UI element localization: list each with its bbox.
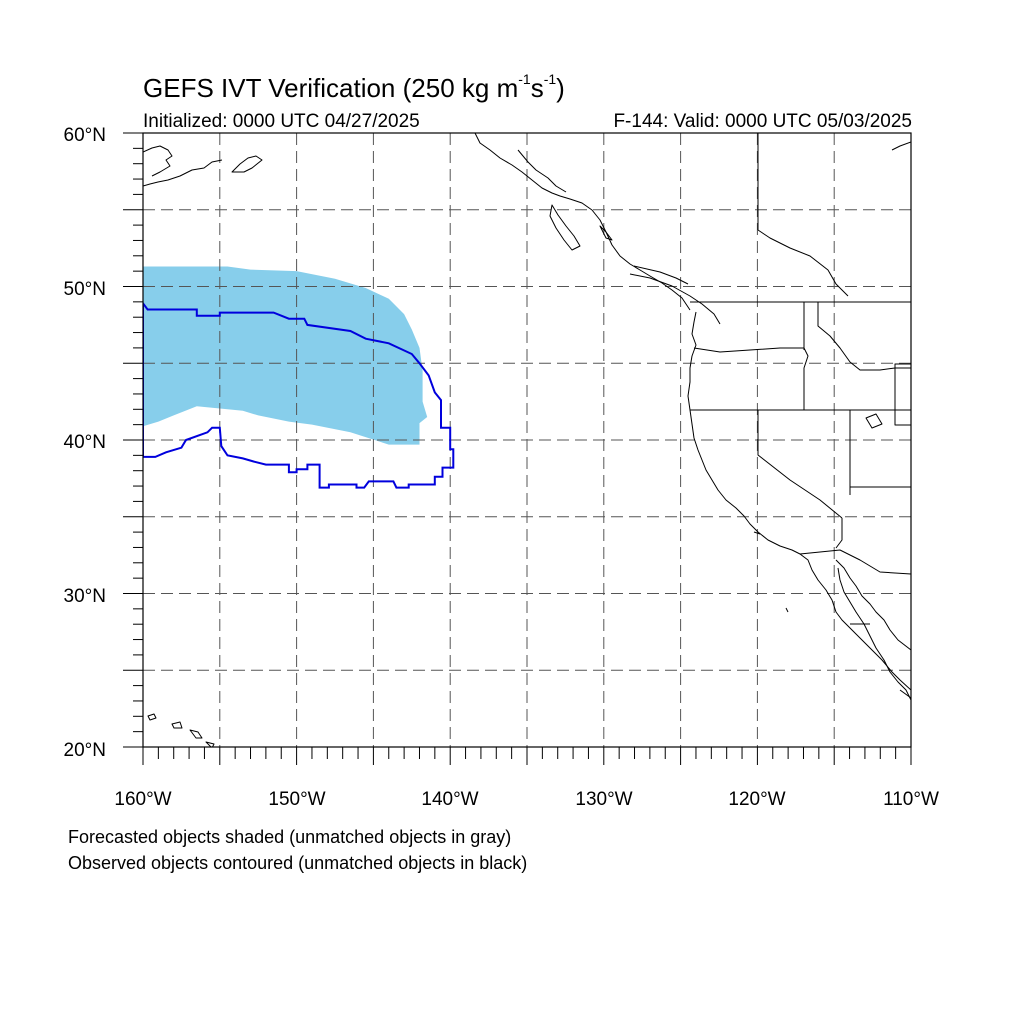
coastline-and-borders (143, 133, 911, 747)
longitude-labels: 160°W 150°W 140°W 130°W 120°W 110°W (114, 789, 939, 810)
lon-label: 120°W (728, 789, 785, 810)
lat-label: 50°N (64, 279, 106, 300)
latitude-labels: 20°N 30°N 40°N 50°N 60°N (64, 125, 106, 761)
valid-time-label: F-144: Valid: 0000 UTC 05/03/2025 (613, 111, 912, 132)
map-title: GEFS IVT Verification (250 kg m-1s-1) (143, 71, 565, 103)
observed-ivt-contour (143, 301, 455, 489)
lon-label: 160°W (114, 789, 171, 810)
footnote-observed: Observed objects contoured (unmatched ob… (68, 853, 528, 873)
lat-label: 60°N (64, 125, 106, 146)
init-time-label: Initialized: 0000 UTC 04/27/2025 (143, 111, 420, 132)
lon-label: 140°W (421, 789, 478, 810)
lon-label: 150°W (268, 789, 325, 810)
lat-label: 40°N (64, 432, 106, 453)
lon-label: 130°W (575, 789, 632, 810)
gridlines (143, 133, 911, 747)
lat-label: 20°N (64, 740, 106, 761)
forecast-ivt-object (143, 266, 428, 445)
lat-label: 30°N (64, 586, 106, 607)
axis-ticks (123, 132, 912, 765)
footnote-forecast: Forecasted objects shaded (unmatched obj… (68, 827, 512, 847)
map-area (143, 133, 911, 747)
lon-label: 110°W (883, 789, 939, 810)
